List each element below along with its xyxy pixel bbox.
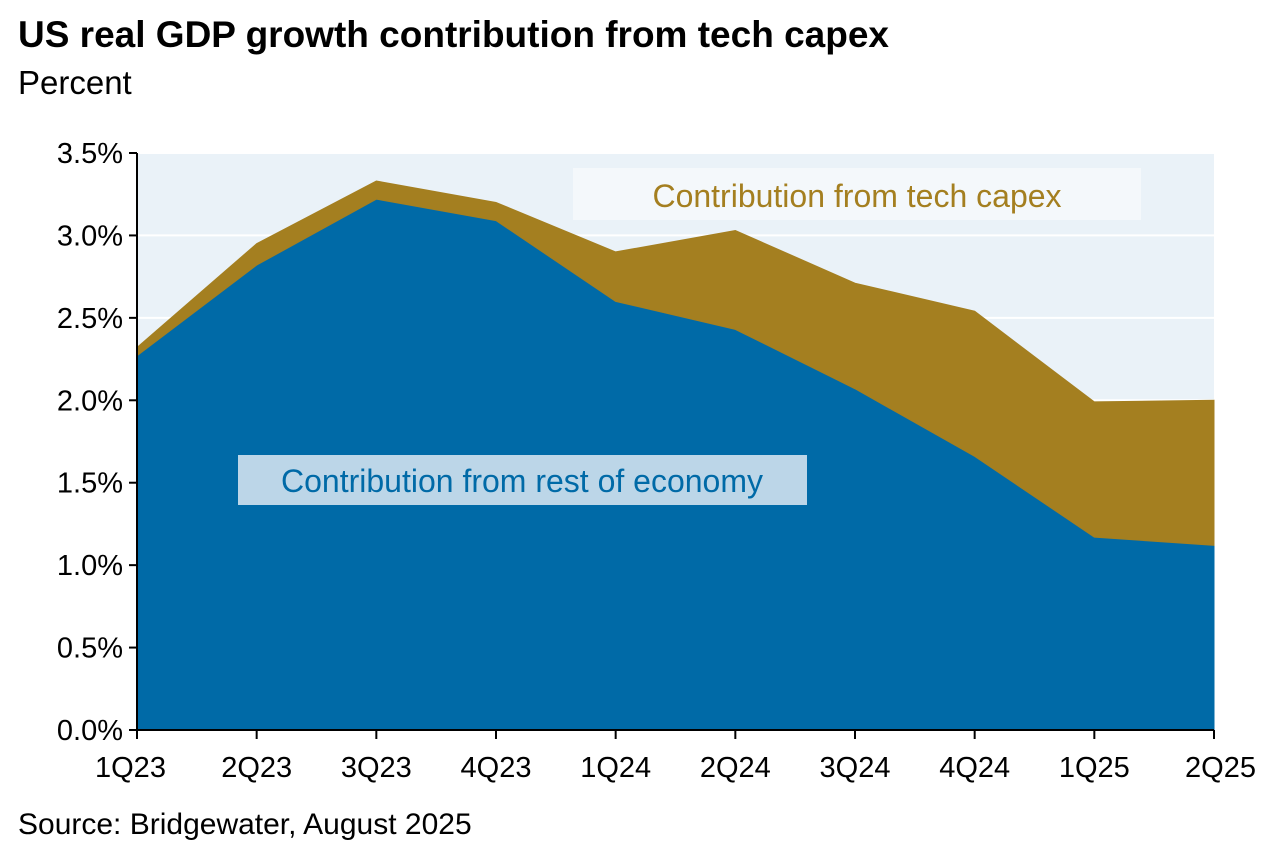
x-tick-label: 1Q25 (1059, 752, 1130, 784)
area-series-1 (136, 180, 1215, 546)
x-tick-label: 2Q23 (221, 752, 292, 784)
y-tick-label: 0.0% (57, 715, 123, 747)
x-tick-label: 2Q24 (700, 752, 771, 784)
y-tick-label: 0.5% (57, 633, 123, 665)
y-tick-label: 2.0% (57, 385, 123, 417)
x-tick-label: 3Q24 (820, 752, 891, 784)
y-tick-label: 3.0% (57, 220, 123, 252)
y-tick-label: 1.0% (57, 550, 123, 582)
label-rest-of-economy: Contribution from rest of economy (238, 455, 807, 505)
axes (136, 153, 1214, 731)
y-tick-label: 3.5% (57, 138, 123, 170)
x-tick-label: 4Q24 (939, 752, 1010, 784)
x-tick-label: 1Q23 (95, 752, 166, 784)
x-tick-label: 3Q23 (341, 752, 412, 784)
x-tick-label: 4Q23 (461, 752, 532, 784)
y-tick-label: 1.5% (57, 468, 123, 500)
label-tech-capex: Contribution from tech capex (573, 168, 1141, 220)
y-tick-label: 2.5% (57, 303, 123, 335)
chart-subtitle: Percent (18, 64, 132, 101)
chart-title: US real GDP growth contribution from tec… (18, 14, 889, 55)
y-axis-ticks: 0.0% 0.5% 1.0% 1.5% 2.0% 2.5% 3.0% 3.5% (57, 138, 137, 747)
x-tick-label: 2Q25 (1185, 752, 1256, 784)
chart-source: Source: Bridgewater, August 2025 (18, 808, 472, 841)
series-label-rest-of-economy: Contribution from rest of economy (281, 463, 763, 499)
series-label-tech-capex: Contribution from tech capex (652, 178, 1061, 214)
x-tick-label: 1Q24 (580, 752, 651, 784)
x-axis-ticks: 1Q23 2Q23 3Q23 4Q23 1Q24 2Q24 3Q24 4Q24 1Q25 2Q25 (95, 730, 1256, 784)
